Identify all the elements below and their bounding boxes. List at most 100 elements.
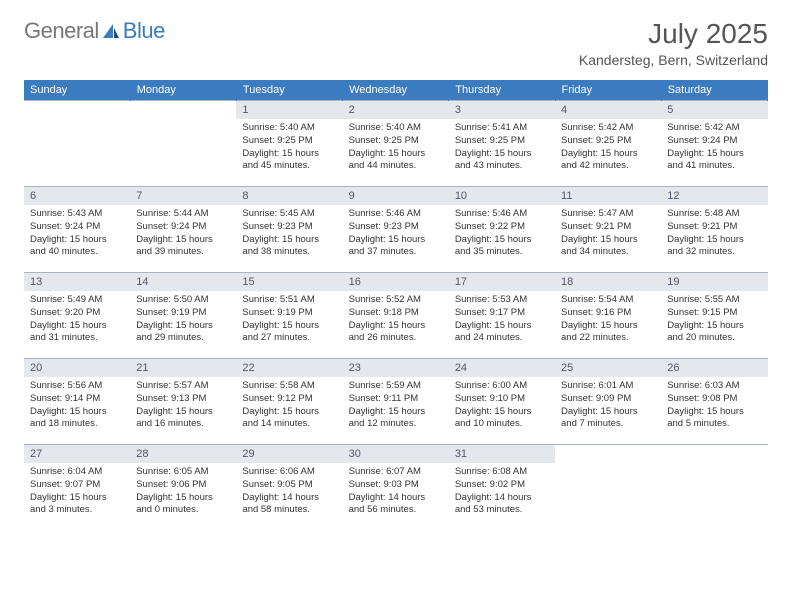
day-detail-line: Sunset: 9:05 PM — [242, 479, 336, 492]
day-detail-line: and 58 minutes. — [242, 504, 336, 517]
calendar-day-cell: 17Sunrise: 5:53 AMSunset: 9:17 PMDayligh… — [449, 273, 555, 359]
title-block: July 2025 Kandersteg, Bern, Switzerland — [579, 18, 768, 68]
day-detail-line: and 44 minutes. — [349, 160, 443, 173]
calendar-day-cell: 22Sunrise: 5:58 AMSunset: 9:12 PMDayligh… — [236, 359, 342, 445]
calendar-day-cell: 20Sunrise: 5:56 AMSunset: 9:14 PMDayligh… — [24, 359, 130, 445]
day-details: Sunrise: 5:40 AMSunset: 9:25 PMDaylight:… — [236, 119, 342, 179]
day-detail-line: Sunset: 9:19 PM — [242, 307, 336, 320]
calendar-day-cell: 29Sunrise: 6:06 AMSunset: 9:05 PMDayligh… — [236, 445, 342, 531]
day-detail-line: Sunrise: 5:52 AM — [349, 294, 443, 307]
calendar-day-cell: 11Sunrise: 5:47 AMSunset: 9:21 PMDayligh… — [555, 187, 661, 273]
day-detail-line: and 7 minutes. — [561, 418, 655, 431]
day-detail-line: Daylight: 15 hours — [242, 234, 336, 247]
day-details: Sunrise: 5:46 AMSunset: 9:22 PMDaylight:… — [449, 205, 555, 265]
calendar-day-cell: 16Sunrise: 5:52 AMSunset: 9:18 PMDayligh… — [343, 273, 449, 359]
day-detail-line: Sunrise: 5:49 AM — [30, 294, 124, 307]
day-detail-line: Daylight: 15 hours — [242, 320, 336, 333]
day-detail-line: and 24 minutes. — [455, 332, 549, 345]
day-number: 24 — [449, 359, 555, 377]
day-detail-line: Daylight: 14 hours — [242, 492, 336, 505]
day-details: Sunrise: 5:56 AMSunset: 9:14 PMDaylight:… — [24, 377, 130, 437]
day-detail-line: and 41 minutes. — [667, 160, 761, 173]
day-number: 27 — [24, 445, 130, 463]
day-number: 23 — [343, 359, 449, 377]
day-number: 28 — [130, 445, 236, 463]
day-detail-line: Sunrise: 6:00 AM — [455, 380, 549, 393]
day-detail-line: Daylight: 15 hours — [30, 234, 124, 247]
day-detail-line: Sunset: 9:03 PM — [349, 479, 443, 492]
day-detail-line: and 37 minutes. — [349, 246, 443, 259]
day-number: 1 — [236, 101, 342, 119]
day-number: 13 — [24, 273, 130, 291]
day-detail-line: Sunset: 9:17 PM — [455, 307, 549, 320]
day-detail-line: Sunset: 9:25 PM — [455, 135, 549, 148]
logo-sail-icon — [101, 22, 121, 40]
weekday-header: Sunday — [24, 80, 130, 101]
day-detail-line: and 27 minutes. — [242, 332, 336, 345]
calendar-day-cell: 4Sunrise: 5:42 AMSunset: 9:25 PMDaylight… — [555, 101, 661, 187]
day-detail-line: Sunrise: 6:01 AM — [561, 380, 655, 393]
day-detail-line: Sunset: 9:13 PM — [136, 393, 230, 406]
day-details: Sunrise: 5:58 AMSunset: 9:12 PMDaylight:… — [236, 377, 342, 437]
day-detail-line: Sunrise: 5:40 AM — [349, 122, 443, 135]
day-detail-line: Sunrise: 5:46 AM — [455, 208, 549, 221]
day-detail-line: Sunrise: 6:03 AM — [667, 380, 761, 393]
day-detail-line: Sunrise: 6:07 AM — [349, 466, 443, 479]
day-detail-line: Sunset: 9:08 PM — [667, 393, 761, 406]
day-detail-line: Sunrise: 5:46 AM — [349, 208, 443, 221]
day-detail-line: and 31 minutes. — [30, 332, 124, 345]
day-detail-line: Daylight: 14 hours — [349, 492, 443, 505]
day-detail-line: and 43 minutes. — [455, 160, 549, 173]
day-detail-line: Sunset: 9:09 PM — [561, 393, 655, 406]
day-detail-line: Daylight: 15 hours — [30, 406, 124, 419]
day-detail-line: Daylight: 15 hours — [136, 234, 230, 247]
day-detail-line: Sunrise: 6:06 AM — [242, 466, 336, 479]
day-detail-line: and 45 minutes. — [242, 160, 336, 173]
calendar-day-cell — [24, 101, 130, 187]
day-detail-line: Sunrise: 5:43 AM — [30, 208, 124, 221]
day-detail-line: Sunset: 9:21 PM — [667, 221, 761, 234]
day-detail-line: Daylight: 15 hours — [242, 406, 336, 419]
day-detail-line: Sunset: 9:11 PM — [349, 393, 443, 406]
calendar-week-row: 13Sunrise: 5:49 AMSunset: 9:20 PMDayligh… — [24, 273, 768, 359]
day-detail-line: and 10 minutes. — [455, 418, 549, 431]
day-detail-line: Sunset: 9:14 PM — [30, 393, 124, 406]
day-detail-line: Sunset: 9:06 PM — [136, 479, 230, 492]
calendar-week-row: 1Sunrise: 5:40 AMSunset: 9:25 PMDaylight… — [24, 101, 768, 187]
logo-text-1: General — [24, 18, 99, 44]
weekday-header: Tuesday — [236, 80, 342, 101]
day-detail-line: Daylight: 15 hours — [667, 148, 761, 161]
weekday-header: Wednesday — [343, 80, 449, 101]
calendar-week-row: 20Sunrise: 5:56 AMSunset: 9:14 PMDayligh… — [24, 359, 768, 445]
day-details: Sunrise: 5:57 AMSunset: 9:13 PMDaylight:… — [130, 377, 236, 437]
day-number: 26 — [661, 359, 767, 377]
day-number: 19 — [661, 273, 767, 291]
day-detail-line: Sunrise: 6:05 AM — [136, 466, 230, 479]
day-detail-line: Sunset: 9:24 PM — [30, 221, 124, 234]
day-number: 21 — [130, 359, 236, 377]
day-detail-line: and 38 minutes. — [242, 246, 336, 259]
calendar-table: Sunday Monday Tuesday Wednesday Thursday… — [24, 80, 768, 531]
day-detail-line: Sunset: 9:25 PM — [349, 135, 443, 148]
day-number: 25 — [555, 359, 661, 377]
day-detail-line: and 39 minutes. — [136, 246, 230, 259]
day-detail-line: Sunrise: 5:48 AM — [667, 208, 761, 221]
day-detail-line: Sunset: 9:19 PM — [136, 307, 230, 320]
calendar-day-cell: 21Sunrise: 5:57 AMSunset: 9:13 PMDayligh… — [130, 359, 236, 445]
weekday-header: Saturday — [661, 80, 767, 101]
day-detail-line: Sunrise: 5:45 AM — [242, 208, 336, 221]
day-detail-line: Daylight: 15 hours — [136, 406, 230, 419]
day-detail-line: Sunrise: 5:55 AM — [667, 294, 761, 307]
day-details: Sunrise: 5:41 AMSunset: 9:25 PMDaylight:… — [449, 119, 555, 179]
calendar-day-cell: 5Sunrise: 5:42 AMSunset: 9:24 PMDaylight… — [661, 101, 767, 187]
day-details: Sunrise: 5:40 AMSunset: 9:25 PMDaylight:… — [343, 119, 449, 179]
day-number: 15 — [236, 273, 342, 291]
calendar-day-cell: 30Sunrise: 6:07 AMSunset: 9:03 PMDayligh… — [343, 445, 449, 531]
calendar-day-cell — [661, 445, 767, 531]
day-detail-line: and 14 minutes. — [242, 418, 336, 431]
calendar-day-cell: 7Sunrise: 5:44 AMSunset: 9:24 PMDaylight… — [130, 187, 236, 273]
day-detail-line: and 29 minutes. — [136, 332, 230, 345]
day-detail-line: Sunset: 9:16 PM — [561, 307, 655, 320]
day-detail-line: Sunset: 9:10 PM — [455, 393, 549, 406]
calendar-day-cell — [555, 445, 661, 531]
